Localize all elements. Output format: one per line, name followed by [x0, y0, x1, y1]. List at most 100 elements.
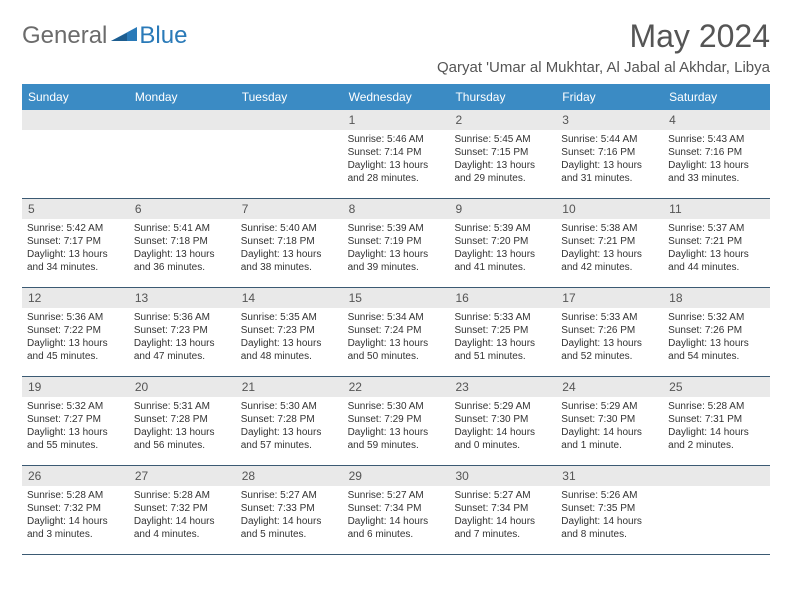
- day-line: and 34 minutes.: [27, 261, 124, 274]
- day-line: Sunset: 7:21 PM: [668, 235, 765, 248]
- day-cell: 3Sunrise: 5:44 AMSunset: 7:16 PMDaylight…: [556, 110, 663, 198]
- day-number: 13: [129, 288, 236, 308]
- day-line: Daylight: 13 hours: [348, 159, 445, 172]
- day-line: and 59 minutes.: [348, 439, 445, 452]
- day-line: Sunrise: 5:33 AM: [561, 311, 658, 324]
- day-line: and 2 minutes.: [668, 439, 765, 452]
- day-line: Sunrise: 5:30 AM: [348, 400, 445, 413]
- day-line: Sunset: 7:26 PM: [561, 324, 658, 337]
- day-body: Sunrise: 5:27 AMSunset: 7:34 PMDaylight:…: [343, 486, 450, 546]
- day-line: Sunrise: 5:46 AM: [348, 133, 445, 146]
- day-body: Sunrise: 5:30 AMSunset: 7:28 PMDaylight:…: [236, 397, 343, 457]
- day-cell: 27Sunrise: 5:28 AMSunset: 7:32 PMDayligh…: [129, 466, 236, 554]
- day-cell: [236, 110, 343, 198]
- calendar: SundayMondayTuesdayWednesdayThursdayFrid…: [22, 84, 770, 555]
- day-cell: [22, 110, 129, 198]
- day-number: 22: [343, 377, 450, 397]
- day-line: Sunrise: 5:45 AM: [454, 133, 551, 146]
- day-line: Daylight: 13 hours: [27, 248, 124, 261]
- day-number: 17: [556, 288, 663, 308]
- day-line: Sunrise: 5:29 AM: [454, 400, 551, 413]
- day-line: Sunrise: 5:34 AM: [348, 311, 445, 324]
- day-line: Sunset: 7:27 PM: [27, 413, 124, 426]
- day-cell: 14Sunrise: 5:35 AMSunset: 7:23 PMDayligh…: [236, 288, 343, 376]
- day-number: 14: [236, 288, 343, 308]
- day-line: and 4 minutes.: [134, 528, 231, 541]
- day-line: Sunset: 7:18 PM: [134, 235, 231, 248]
- day-line: Sunset: 7:23 PM: [134, 324, 231, 337]
- day-number-empty: [236, 110, 343, 130]
- day-line: Sunrise: 5:41 AM: [134, 222, 231, 235]
- day-body: Sunrise: 5:29 AMSunset: 7:30 PMDaylight:…: [556, 397, 663, 457]
- day-cell: 11Sunrise: 5:37 AMSunset: 7:21 PMDayligh…: [663, 199, 770, 287]
- day-number: 3: [556, 110, 663, 130]
- day-line: and 8 minutes.: [561, 528, 658, 541]
- day-number: 19: [22, 377, 129, 397]
- day-line: Sunrise: 5:39 AM: [454, 222, 551, 235]
- day-line: Daylight: 13 hours: [668, 248, 765, 261]
- day-line: Sunset: 7:22 PM: [27, 324, 124, 337]
- day-number: 24: [556, 377, 663, 397]
- day-number: 18: [663, 288, 770, 308]
- day-line: Sunset: 7:24 PM: [348, 324, 445, 337]
- day-line: Daylight: 14 hours: [134, 515, 231, 528]
- dow-header-row: SundayMondayTuesdayWednesdayThursdayFrid…: [22, 84, 770, 110]
- day-number: 31: [556, 466, 663, 486]
- day-body: Sunrise: 5:28 AMSunset: 7:31 PMDaylight:…: [663, 397, 770, 457]
- day-line: and 29 minutes.: [454, 172, 551, 185]
- day-number: 1: [343, 110, 450, 130]
- day-cell: 21Sunrise: 5:30 AMSunset: 7:28 PMDayligh…: [236, 377, 343, 465]
- day-number: 11: [663, 199, 770, 219]
- day-line: Sunrise: 5:28 AM: [27, 489, 124, 502]
- day-body: Sunrise: 5:45 AMSunset: 7:15 PMDaylight:…: [449, 130, 556, 190]
- day-body: Sunrise: 5:39 AMSunset: 7:19 PMDaylight:…: [343, 219, 450, 279]
- day-number: 12: [22, 288, 129, 308]
- day-line: Sunset: 7:16 PM: [561, 146, 658, 159]
- day-line: and 57 minutes.: [241, 439, 338, 452]
- day-cell: 20Sunrise: 5:31 AMSunset: 7:28 PMDayligh…: [129, 377, 236, 465]
- day-number: 2: [449, 110, 556, 130]
- day-cell: 31Sunrise: 5:26 AMSunset: 7:35 PMDayligh…: [556, 466, 663, 554]
- day-cell: 10Sunrise: 5:38 AMSunset: 7:21 PMDayligh…: [556, 199, 663, 287]
- day-line: Sunset: 7:35 PM: [561, 502, 658, 515]
- day-body: Sunrise: 5:31 AMSunset: 7:28 PMDaylight:…: [129, 397, 236, 457]
- day-cell: 30Sunrise: 5:27 AMSunset: 7:34 PMDayligh…: [449, 466, 556, 554]
- day-line: Daylight: 13 hours: [454, 248, 551, 261]
- week-row: 26Sunrise: 5:28 AMSunset: 7:32 PMDayligh…: [22, 466, 770, 555]
- day-line: Daylight: 13 hours: [241, 426, 338, 439]
- day-line: and 38 minutes.: [241, 261, 338, 274]
- day-line: Sunrise: 5:35 AM: [241, 311, 338, 324]
- day-line: Daylight: 13 hours: [561, 248, 658, 261]
- day-line: Sunset: 7:19 PM: [348, 235, 445, 248]
- dow-cell: Thursday: [449, 84, 556, 110]
- day-cell: 16Sunrise: 5:33 AMSunset: 7:25 PMDayligh…: [449, 288, 556, 376]
- day-body: Sunrise: 5:43 AMSunset: 7:16 PMDaylight:…: [663, 130, 770, 190]
- day-cell: 25Sunrise: 5:28 AMSunset: 7:31 PMDayligh…: [663, 377, 770, 465]
- day-cell: 26Sunrise: 5:28 AMSunset: 7:32 PMDayligh…: [22, 466, 129, 554]
- day-cell: 1Sunrise: 5:46 AMSunset: 7:14 PMDaylight…: [343, 110, 450, 198]
- day-number: 20: [129, 377, 236, 397]
- day-body: Sunrise: 5:27 AMSunset: 7:34 PMDaylight:…: [449, 486, 556, 546]
- day-line: Sunset: 7:17 PM: [27, 235, 124, 248]
- day-cell: 29Sunrise: 5:27 AMSunset: 7:34 PMDayligh…: [343, 466, 450, 554]
- day-body: Sunrise: 5:28 AMSunset: 7:32 PMDaylight:…: [22, 486, 129, 546]
- day-line: Sunrise: 5:38 AM: [561, 222, 658, 235]
- day-number: 5: [22, 199, 129, 219]
- day-line: and 0 minutes.: [454, 439, 551, 452]
- day-line: and 51 minutes.: [454, 350, 551, 363]
- day-number: 21: [236, 377, 343, 397]
- day-line: and 5 minutes.: [241, 528, 338, 541]
- day-line: Sunrise: 5:28 AM: [134, 489, 231, 502]
- day-number: 28: [236, 466, 343, 486]
- day-line: and 28 minutes.: [348, 172, 445, 185]
- day-cell: 8Sunrise: 5:39 AMSunset: 7:19 PMDaylight…: [343, 199, 450, 287]
- day-line: Sunrise: 5:27 AM: [454, 489, 551, 502]
- day-number-empty: [663, 466, 770, 486]
- day-line: Sunrise: 5:44 AM: [561, 133, 658, 146]
- day-body: Sunrise: 5:46 AMSunset: 7:14 PMDaylight:…: [343, 130, 450, 190]
- day-body: Sunrise: 5:44 AMSunset: 7:16 PMDaylight:…: [556, 130, 663, 190]
- day-line: and 3 minutes.: [27, 528, 124, 541]
- day-number: 8: [343, 199, 450, 219]
- day-line: Daylight: 13 hours: [561, 159, 658, 172]
- day-line: and 1 minute.: [561, 439, 658, 452]
